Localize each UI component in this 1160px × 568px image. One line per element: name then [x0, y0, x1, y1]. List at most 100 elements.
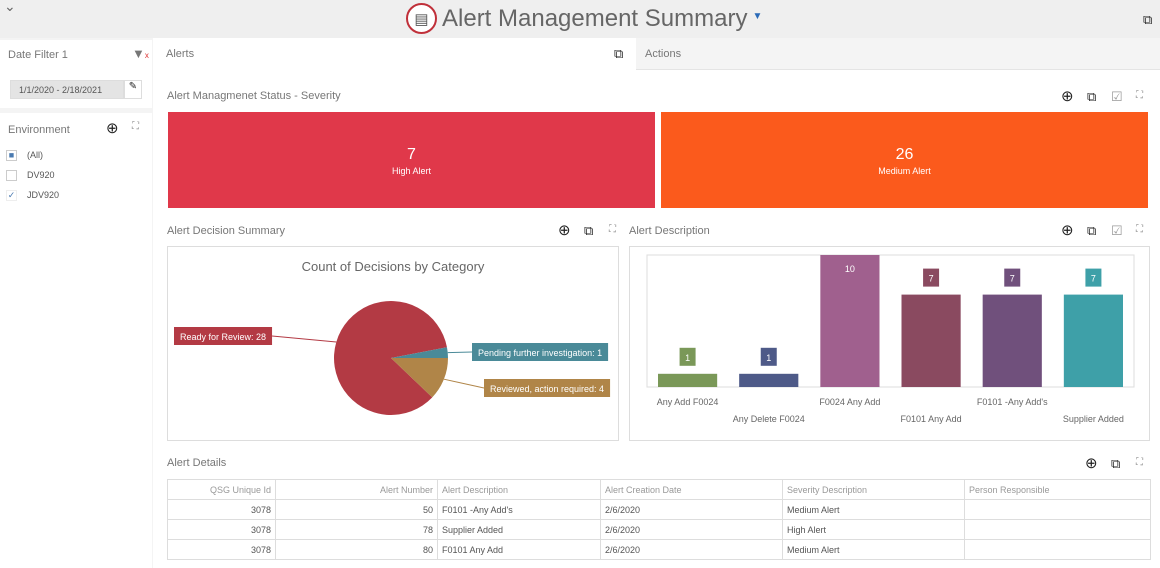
bar[interactable]: [739, 373, 799, 387]
env-item-jdv920[interactable]: ✓ JDV920: [6, 190, 60, 202]
tile-label: High Alert: [391, 166, 432, 176]
table-row[interactable]: 3078 80 F0101 Any Add 2/6/2020 Medium Alert: [167, 539, 1151, 560]
data-label-box: [923, 268, 940, 287]
table-cell: 50: [275, 499, 438, 520]
export-icon[interactable]: ⧉: [1111, 456, 1121, 471]
checkbox[interactable]: ■: [6, 150, 17, 162]
column-header[interactable]: Alert Description: [437, 479, 601, 500]
table-cell: F0101 -Any Add's: [437, 499, 601, 520]
chart-title: Count of Decisions by Category: [301, 259, 485, 274]
date-filter-panel: Date Filter 1 ▼x 1/1/2020 - 2/18/2021 ✎: [0, 40, 152, 108]
pie-slice[interactable]: [391, 358, 448, 398]
export-icon[interactable]: ⧉: [614, 46, 624, 61]
environment-label: Environment: [8, 124, 70, 136]
checkbox[interactable]: [6, 170, 17, 182]
env-item-dv920[interactable]: DV920: [6, 170, 55, 182]
leader-line: [447, 351, 473, 354]
tab-actions[interactable]: Actions: [636, 38, 1160, 70]
data-label-box: [1004, 268, 1021, 287]
fullscreen-icon[interactable]: ⛶: [132, 121, 139, 132]
pie-slice[interactable]: [334, 301, 447, 415]
column-header[interactable]: Person Responsible: [964, 479, 1151, 500]
data-label: 7: [929, 274, 934, 284]
data-label: Ready for Review: 28: [180, 332, 266, 342]
zoom-in-icon[interactable]: ⊕: [106, 120, 119, 137]
data-label: 10: [845, 264, 855, 274]
env-item-all[interactable]: ■ (All): [6, 150, 43, 162]
bar-chart-panel: 1 Any Add F0024 1 Any Delete F0024 10 F0024 A…: [629, 246, 1150, 441]
table-cell: 2/6/2020: [600, 519, 783, 540]
zoom-in-icon[interactable]: ⊕: [1061, 222, 1074, 239]
title-filter-icon[interactable]: ▼: [752, 11, 763, 22]
clear-filter-icon[interactable]: ▼x: [132, 46, 149, 61]
select-icon[interactable]: ☑: [1111, 89, 1123, 104]
tab-alerts[interactable]: Alerts ⧉: [158, 38, 636, 70]
table-row[interactable]: 3078 50 F0101 -Any Add's 2/6/2020 Medium Ale…: [167, 499, 1151, 520]
collapse-chevron-icon[interactable]: ⌄: [4, 0, 16, 14]
table-cell: Medium Alert: [782, 539, 965, 560]
date-range-value: 1/1/2020 - 2/18/2021: [19, 85, 103, 95]
x-tick-label: Any Delete F0024: [733, 414, 805, 424]
export-icon[interactable]: ⧉: [1087, 89, 1097, 104]
export-icon[interactable]: ⧉: [584, 223, 594, 238]
table-row[interactable]: 3078 78 Supplier Added 2/6/2020 High Alert: [167, 519, 1151, 540]
title-group: ▤ Alert Management Summary ▼: [406, 3, 762, 34]
details-title: Alert Details: [167, 457, 227, 469]
column-header[interactable]: Alert Creation Date: [600, 479, 783, 500]
fullscreen-icon[interactable]: ⛶: [1136, 90, 1143, 101]
bar[interactable]: [982, 294, 1042, 387]
app-logo-icon: ▤: [406, 3, 437, 34]
table-header-row: QSG Unique Id Alert Number Alert Descrip…: [167, 479, 1151, 500]
data-label-box: [484, 379, 611, 397]
x-tick-label: F0101 -Any Add's: [977, 397, 1048, 407]
fullscreen-icon[interactable]: ⛶: [1136, 224, 1143, 235]
column-header[interactable]: QSG Unique Id: [167, 479, 276, 500]
zoom-in-icon[interactable]: ⊕: [558, 222, 571, 239]
pie-slice[interactable]: [391, 347, 448, 358]
date-range-input[interactable]: 1/1/2020 - 2/18/2021: [10, 80, 124, 99]
table-cell: [964, 519, 1151, 540]
severity-tile-medium[interactable]: 26 Medium Alert: [661, 112, 1148, 208]
table-cell: Supplier Added: [437, 519, 601, 540]
column-header[interactable]: Severity Description: [782, 479, 965, 500]
export-icon[interactable]: ⧉: [1143, 12, 1153, 27]
data-label-box: [1085, 268, 1102, 287]
fullscreen-icon[interactable]: ⛶: [1136, 457, 1143, 468]
tile-value: 26: [895, 146, 914, 163]
table-cell: 80: [275, 539, 438, 560]
table-cell: 3078: [167, 519, 276, 540]
table-cell: 3078: [167, 539, 276, 560]
env-item-label: DV920: [27, 170, 55, 180]
pie-chart-panel: Count of Decisions by Category Ready for…: [167, 246, 619, 441]
data-label-box: [472, 343, 609, 361]
env-item-label: JDV920: [27, 190, 60, 200]
column-header[interactable]: Alert Number: [275, 479, 438, 500]
bar[interactable]: [820, 255, 880, 387]
bar[interactable]: [1063, 294, 1123, 387]
table-cell: 78: [275, 519, 438, 540]
select-icon[interactable]: ☑: [1111, 223, 1123, 238]
zoom-in-icon[interactable]: ⊕: [1061, 88, 1074, 105]
alert-details-table: QSG Unique Id Alert Number Alert Descrip…: [167, 479, 1151, 560]
description-title: Alert Description: [629, 225, 710, 237]
date-filter-label: Date Filter 1: [8, 49, 68, 61]
data-label: 7: [1091, 274, 1096, 284]
severity-tile-high[interactable]: 7 High Alert: [168, 112, 655, 208]
export-icon[interactable]: ⧉: [1087, 223, 1097, 238]
data-label: 1: [766, 353, 771, 363]
data-label: 1: [685, 353, 690, 363]
edit-date-icon[interactable]: ✎: [124, 80, 142, 99]
data-label-box: [760, 347, 777, 366]
zoom-in-icon[interactable]: ⊕: [1085, 455, 1098, 472]
env-item-label: (All): [27, 150, 43, 160]
fullscreen-icon[interactable]: ⛶: [609, 224, 616, 235]
checkbox[interactable]: ✓: [6, 190, 17, 202]
bar[interactable]: [658, 373, 718, 387]
bar[interactable]: [901, 294, 961, 387]
table-cell: High Alert: [782, 519, 965, 540]
table-cell: [964, 539, 1151, 560]
table-cell: 3078: [167, 499, 276, 520]
data-label-box: [679, 347, 696, 366]
header-bar: [0, 0, 1160, 38]
data-label: Pending further investigation: 1: [478, 348, 602, 358]
